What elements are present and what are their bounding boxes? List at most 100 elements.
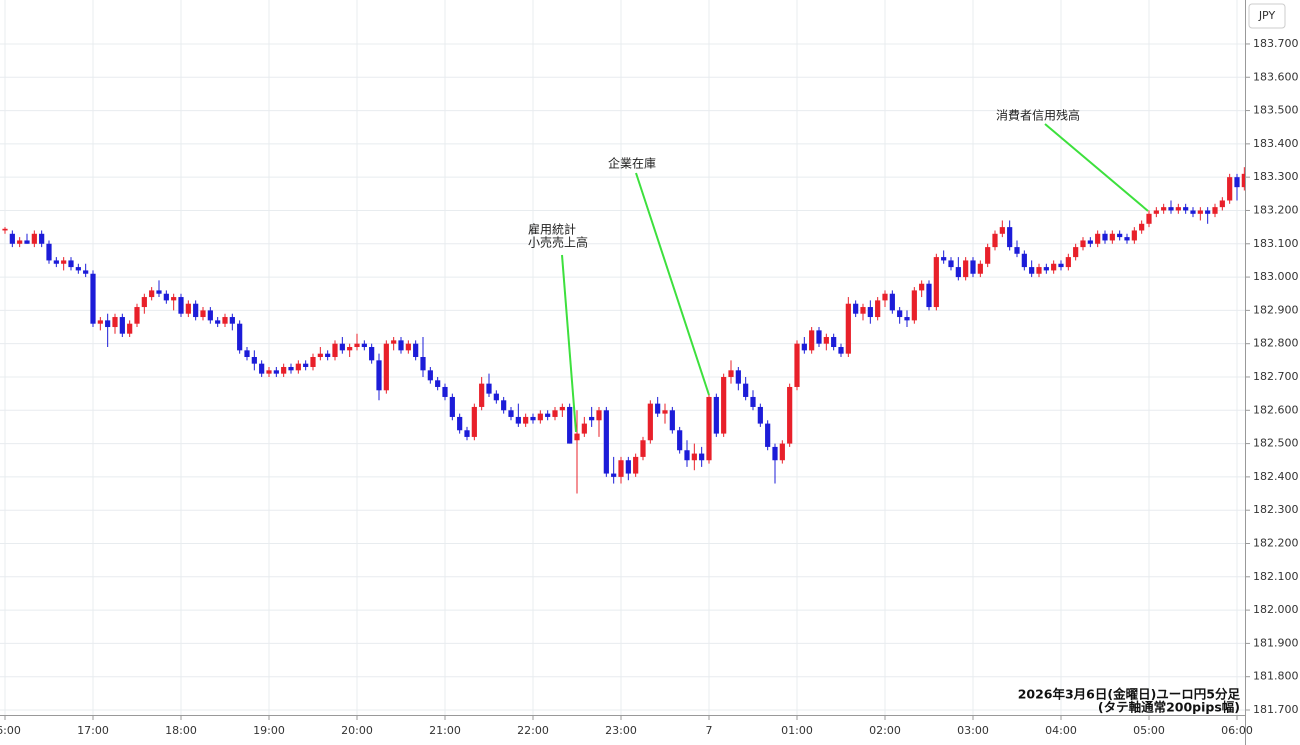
x-tick-label: 04:00 xyxy=(1045,724,1077,737)
candle-body xyxy=(501,400,507,411)
y-tick-label: 183.300 xyxy=(1253,170,1299,183)
candle-body xyxy=(611,473,617,477)
candle-body xyxy=(669,410,675,431)
candle-body xyxy=(684,450,690,461)
candle-body xyxy=(361,343,367,348)
candle-body xyxy=(618,460,624,477)
candle-body xyxy=(1241,173,1245,188)
candle-body xyxy=(530,416,536,421)
candle-body xyxy=(1065,257,1071,268)
candle-body xyxy=(523,416,529,424)
candle-body xyxy=(882,293,888,301)
y-tick-label: 181.900 xyxy=(1253,636,1299,649)
candle-body xyxy=(867,307,873,318)
candle-body xyxy=(1175,207,1181,211)
candle-body xyxy=(1109,233,1115,241)
footer-text: (タテ軸通常200pips幅) xyxy=(1098,700,1240,715)
candle-body xyxy=(552,410,558,417)
candle-body xyxy=(838,347,844,354)
candle-body xyxy=(486,383,492,394)
candle-body xyxy=(919,283,925,291)
y-axis: 181.700 181.800 181.900 182.000 182.100 182.2… xyxy=(1245,37,1299,716)
candle-body xyxy=(1102,233,1108,241)
candle-body xyxy=(222,317,228,324)
annotation-text: 雇用統計 xyxy=(528,222,576,237)
candle-body xyxy=(185,303,191,314)
candle-body xyxy=(68,260,74,268)
y-tick-label: 182.600 xyxy=(1253,403,1299,416)
candle-body xyxy=(655,403,661,414)
candle-body xyxy=(633,456,639,474)
candle-body xyxy=(721,376,727,434)
y-tick-label: 183.500 xyxy=(1253,104,1299,117)
candle-body xyxy=(112,317,118,328)
y-tick-label: 183.700 xyxy=(1253,37,1299,50)
candle-body xyxy=(955,267,961,278)
candles xyxy=(2,167,1245,494)
candle-body xyxy=(933,257,939,308)
candle-body xyxy=(442,386,448,397)
candle-body xyxy=(75,267,81,271)
candle-body xyxy=(347,347,353,351)
candle-body xyxy=(273,370,279,374)
candle-body xyxy=(625,460,631,474)
candle-body xyxy=(845,303,851,354)
annotations: 雇用統計 小売売上高 企業在庫 消費者信用残高 xyxy=(528,108,1149,433)
x-tick-label: 7 xyxy=(706,724,713,737)
x-tick-label: 19:00 xyxy=(253,724,285,737)
candle-body xyxy=(699,453,705,461)
candle-body xyxy=(677,430,683,451)
candle-body xyxy=(193,303,199,318)
candle-body xyxy=(266,370,272,374)
x-tick-label: 02:00 xyxy=(869,724,901,737)
candle-body xyxy=(229,317,235,324)
candle-body xyxy=(405,343,411,351)
candle-body xyxy=(757,406,763,424)
y-tick-label: 183.400 xyxy=(1253,137,1299,150)
candle-body xyxy=(1058,263,1064,268)
candle-body xyxy=(149,290,155,298)
candle-body xyxy=(662,410,668,414)
candle-body xyxy=(383,343,389,391)
candle-body xyxy=(743,383,749,397)
candle-body xyxy=(127,323,133,334)
candle-body xyxy=(303,363,309,367)
annotation-text: 消費者信用残高 xyxy=(996,108,1080,123)
candle-body xyxy=(1014,247,1020,254)
candle-body xyxy=(691,453,697,461)
candle-body xyxy=(926,283,932,308)
candle-body xyxy=(325,353,331,358)
annotation-line xyxy=(635,172,710,396)
candle-body xyxy=(449,396,455,417)
candle-body xyxy=(1087,240,1093,244)
candle-body xyxy=(259,363,265,374)
candle-body xyxy=(897,310,903,318)
candle-body xyxy=(31,233,37,244)
candle-body xyxy=(420,357,426,371)
candle-body xyxy=(809,330,815,351)
candle-body xyxy=(398,340,404,351)
candle-body xyxy=(317,353,323,358)
y-tick-label: 182.900 xyxy=(1253,303,1299,316)
candle-body xyxy=(471,406,477,437)
annotation-text: 小売売上高 xyxy=(528,235,588,250)
x-tick-label: 22:00 xyxy=(517,724,549,737)
x-tick-label: 06:00 xyxy=(1221,724,1253,737)
candle-body xyxy=(1095,233,1101,244)
x-tick-label: 01:00 xyxy=(781,724,813,737)
candle-body xyxy=(816,330,822,344)
candle-body xyxy=(647,403,653,441)
candle-body xyxy=(1124,237,1130,241)
annotation-text: 企業在庫 xyxy=(608,156,656,171)
candle-body xyxy=(354,343,360,348)
candle-body xyxy=(831,337,837,348)
candle-body xyxy=(1234,177,1240,188)
x-tick-label: 17:00 xyxy=(77,724,109,737)
candle-body xyxy=(163,293,169,301)
candle-body xyxy=(134,307,140,324)
candle-body xyxy=(1080,240,1086,248)
candle-body xyxy=(545,413,551,417)
candle-body xyxy=(1051,263,1057,271)
candle-body xyxy=(97,320,103,324)
